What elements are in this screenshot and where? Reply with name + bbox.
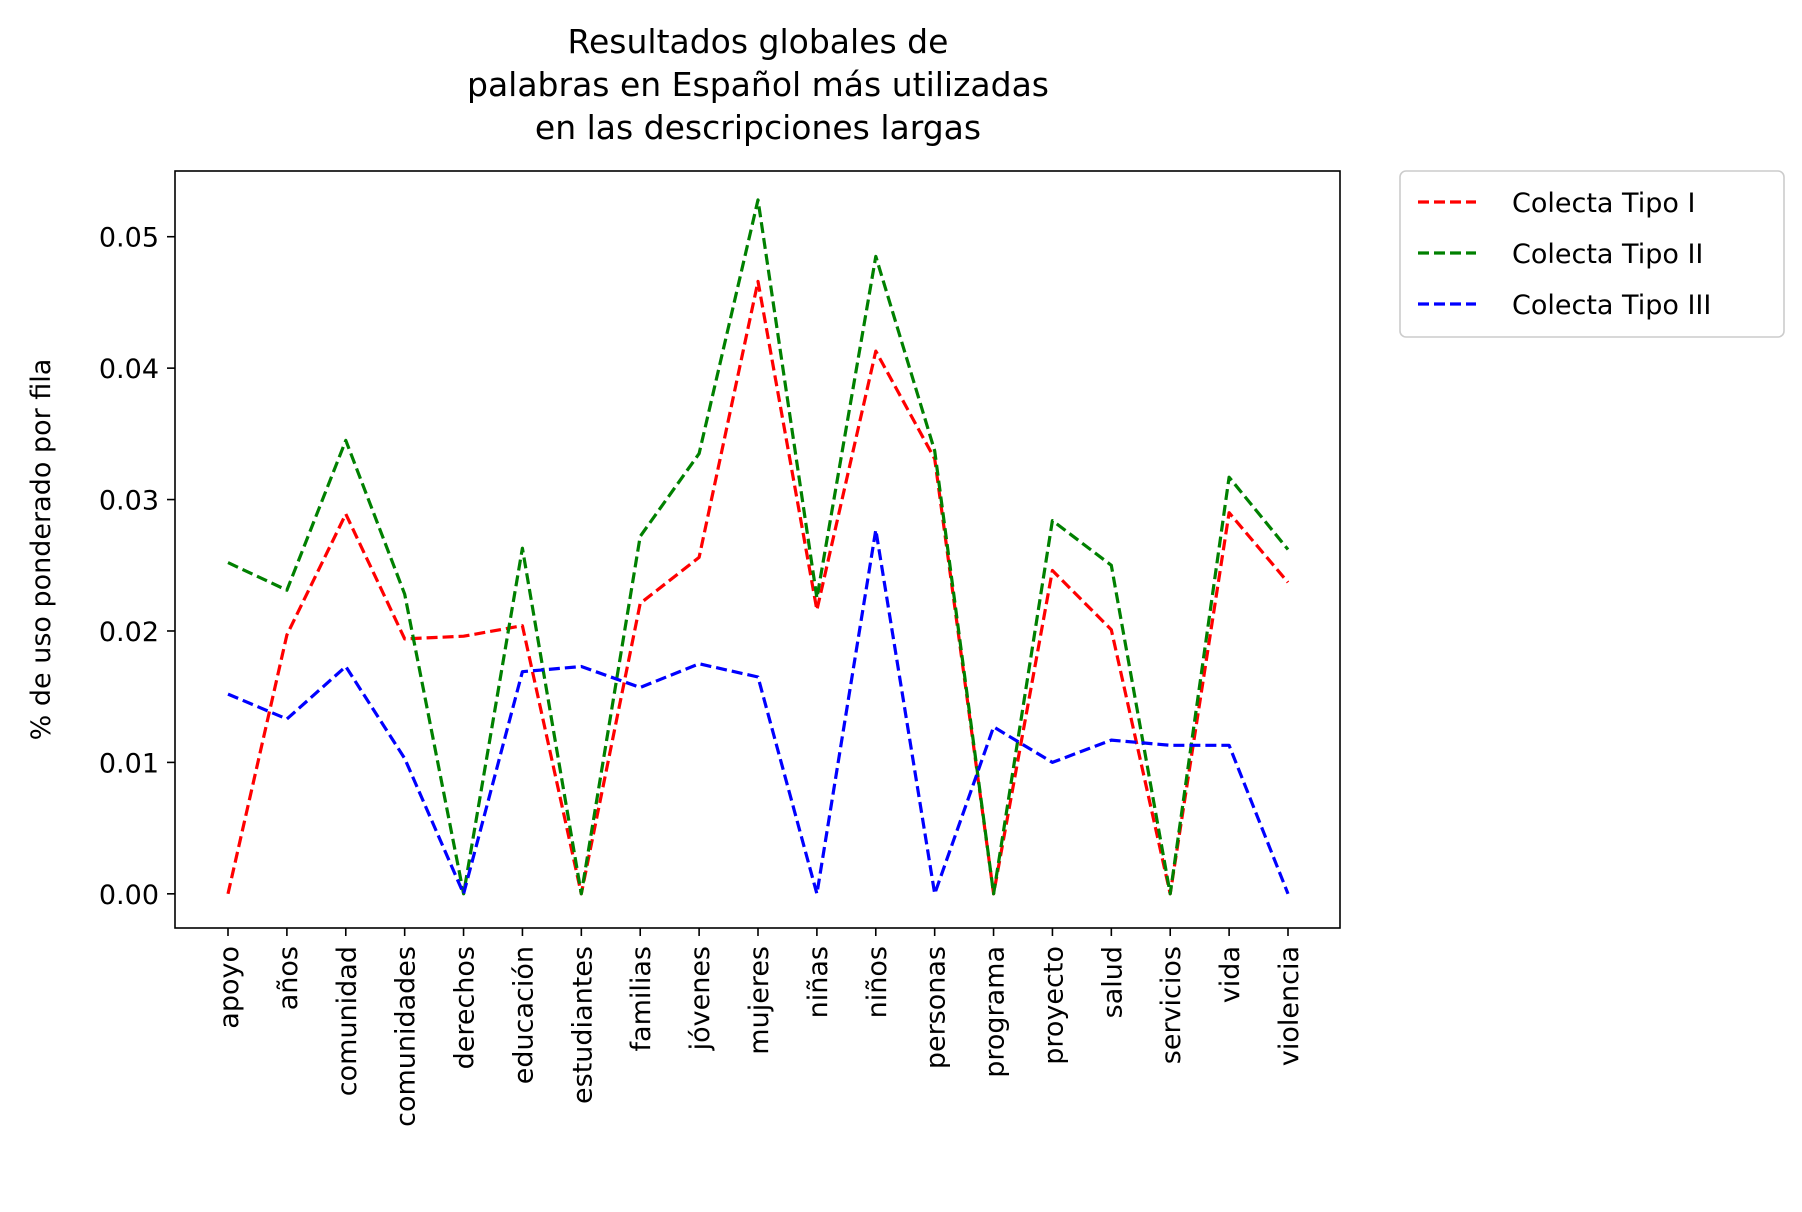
x-tick-label: familias <box>626 946 657 1051</box>
legend-label: Colecta Tipo I <box>1512 188 1695 219</box>
legend: Colecta Tipo I Colecta Tipo II Colecta Tip… <box>1399 170 1785 338</box>
chart-title-line: Resultados globales de <box>568 22 949 61</box>
plot-area <box>174 170 1341 929</box>
x-tick-label: comunidad <box>332 946 363 1096</box>
x-tick-label: servicios <box>1156 946 1187 1064</box>
x-axis: apoyo años comunidad comunidades derechos edu… <box>214 928 1305 1127</box>
y-tick-label: 0.01 <box>99 748 159 779</box>
series-line-2 <box>227 198 1290 896</box>
y-tick-label: 0.00 <box>99 880 159 911</box>
y-tick-label: 0.03 <box>99 486 159 517</box>
legend-label: Colecta Tipo II <box>1512 239 1703 270</box>
x-tick-label: estudiantes <box>567 946 598 1104</box>
x-tick-label: personas <box>921 946 952 1069</box>
x-tick-label: derechos <box>450 946 481 1069</box>
x-tick-label: proyecto <box>1038 946 1069 1065</box>
x-tick-label: años <box>273 946 304 1010</box>
chart-title-line: palabras en Español más utilizadas <box>467 65 1049 104</box>
y-tick-label: 0.02 <box>99 617 159 648</box>
x-tick-label: jóvenes <box>685 946 716 1051</box>
y-tick-label: 0.04 <box>99 354 159 385</box>
x-tick-label: mujeres <box>744 946 775 1055</box>
series-line-3 <box>227 528 1290 896</box>
x-tick-label: comunidades <box>391 946 422 1127</box>
chart-title-line: en las descripciones largas <box>535 108 981 147</box>
x-tick-label: educación <box>508 946 539 1084</box>
y-tick-label: 0.05 <box>99 223 159 254</box>
x-tick-label: programa <box>980 946 1011 1078</box>
legend-box <box>1399 170 1785 338</box>
x-tick-label: apoyo <box>214 946 245 1029</box>
y-axis-label: % de uso ponderado por fila <box>26 359 57 741</box>
x-tick-label: niñas <box>803 946 834 1018</box>
x-tick-label: vida <box>1215 946 1246 1003</box>
x-tick-label: salud <box>1097 946 1128 1018</box>
x-tick-label: niños <box>862 946 893 1018</box>
y-axis: 0.00 0.01 0.02 0.03 0.04 0.05 % de uso pondera… <box>26 223 175 911</box>
chart-title: Resultados globales de palabras en Españo… <box>467 22 1049 147</box>
legend-label: Colecta Tipo III <box>1512 290 1711 321</box>
x-tick-label: violencia <box>1274 946 1305 1066</box>
series-line-1 <box>226 279 1290 896</box>
